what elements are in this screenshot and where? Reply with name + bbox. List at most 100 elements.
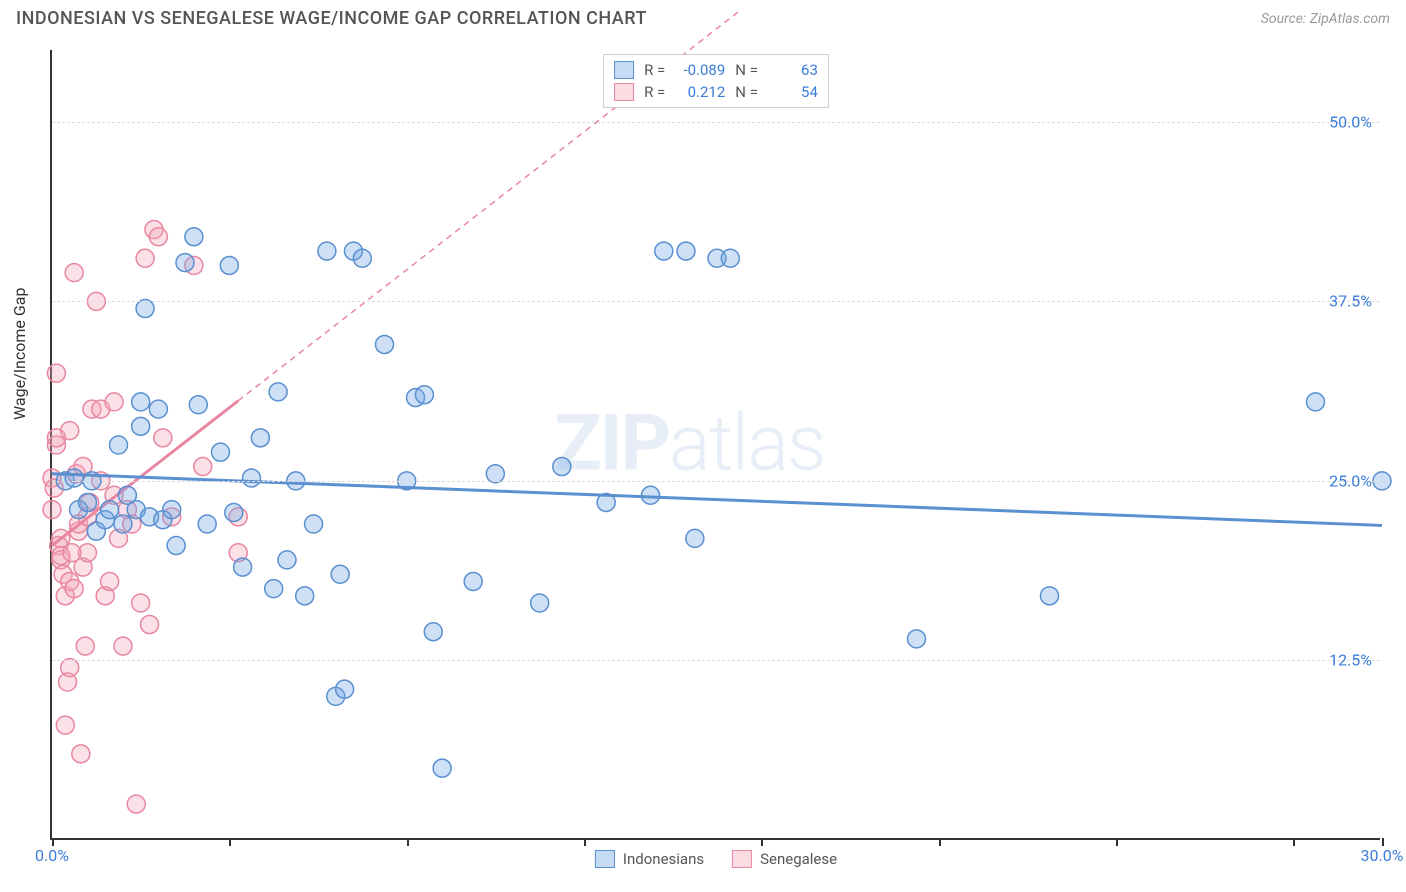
data-point: [105, 393, 123, 411]
data-point: [415, 386, 433, 404]
data-point: [185, 228, 203, 246]
data-point: [65, 469, 83, 487]
data-point: [198, 515, 216, 533]
gridline-h: [52, 481, 1380, 482]
data-point: [1041, 587, 1059, 605]
data-point: [331, 565, 349, 583]
correlation-row-senegalese: R = 0.212 N = 54: [614, 81, 818, 103]
data-point: [72, 745, 90, 763]
data-point: [61, 422, 79, 440]
data-point: [78, 493, 96, 511]
data-point: [136, 249, 154, 267]
series-legend: Indonesians Senegalese: [595, 850, 837, 868]
data-point: [424, 623, 442, 641]
data-point: [76, 637, 94, 655]
swatch-indonesians: [614, 61, 634, 79]
data-point: [78, 544, 96, 562]
data-point: [176, 254, 194, 272]
legend-item-senegalese: Senegalese: [732, 850, 837, 868]
data-point: [251, 429, 269, 447]
x-tick: [1382, 838, 1384, 846]
gridline-h: [52, 301, 1380, 302]
r-value-indonesians: -0.089: [675, 61, 725, 79]
x-tick: [1293, 838, 1295, 846]
x-tick: [52, 838, 54, 846]
data-point: [141, 616, 159, 634]
data-point: [677, 242, 695, 260]
data-point: [114, 515, 132, 533]
data-point: [296, 587, 314, 605]
swatch-senegalese: [614, 83, 634, 101]
legend-item-indonesians: Indonesians: [595, 850, 704, 868]
data-point: [132, 594, 150, 612]
data-point: [149, 400, 167, 418]
data-point: [464, 572, 482, 590]
data-point: [655, 242, 673, 260]
data-point: [189, 396, 207, 414]
data-point: [686, 529, 704, 547]
x-tick: [761, 838, 763, 846]
data-point: [211, 443, 229, 461]
data-point: [269, 383, 287, 401]
data-point: [47, 364, 65, 382]
data-point: [56, 716, 74, 734]
data-point: [110, 436, 128, 454]
data-point: [553, 458, 571, 476]
data-point: [305, 515, 323, 533]
x-tick: [584, 838, 586, 846]
data-point: [353, 249, 371, 267]
n-value-indonesians: 63: [768, 61, 818, 79]
data-point: [220, 256, 238, 274]
x-tick-label: 0.0%: [35, 846, 69, 865]
y-tick-label: 50.0%: [1329, 112, 1372, 131]
data-point: [101, 572, 119, 590]
data-point: [127, 795, 145, 813]
data-point: [43, 501, 61, 519]
data-point: [65, 264, 83, 282]
data-point: [1307, 393, 1325, 411]
chart-plot-area: ZIPatlas R = -0.089 N = 63 R = 0.212 N =…: [50, 50, 1380, 840]
data-point: [154, 429, 172, 447]
data-point: [531, 594, 549, 612]
y-tick-label: 12.5%: [1329, 651, 1372, 670]
data-point: [225, 504, 243, 522]
correlation-row-indonesians: R = -0.089 N = 63: [614, 59, 818, 81]
data-point: [132, 393, 150, 411]
data-point: [149, 228, 167, 246]
data-point: [336, 680, 354, 698]
data-point: [163, 501, 181, 519]
data-point: [101, 501, 119, 519]
gridline-h: [52, 122, 1380, 123]
x-tick: [1116, 838, 1118, 846]
gridline-h: [52, 660, 1380, 661]
data-point: [908, 630, 926, 648]
data-point: [194, 458, 212, 476]
data-point: [376, 335, 394, 353]
y-axis-label: Wage/Income Gap: [10, 288, 29, 420]
chart-title: INDONESIAN VS SENEGALESE WAGE/INCOME GAP…: [16, 8, 647, 29]
data-point: [243, 469, 261, 487]
r-value-senegalese: 0.212: [675, 83, 725, 101]
data-point: [278, 551, 296, 569]
data-point: [433, 759, 451, 777]
y-tick-label: 25.0%: [1329, 471, 1372, 490]
scatter-svg: [52, 50, 1380, 838]
x-tick: [229, 838, 231, 846]
data-point: [167, 537, 185, 555]
data-point: [234, 558, 252, 576]
y-tick-label: 37.5%: [1329, 292, 1372, 311]
data-point: [114, 637, 132, 655]
x-tick: [407, 838, 409, 846]
x-tick-label: 30.0%: [1361, 846, 1404, 865]
data-point: [721, 249, 739, 267]
legend-swatch-senegalese: [732, 850, 752, 868]
legend-swatch-indonesians: [595, 850, 615, 868]
data-point: [265, 580, 283, 598]
data-point: [65, 580, 83, 598]
data-point: [132, 417, 150, 435]
correlation-legend: R = -0.089 N = 63 R = 0.212 N = 54: [603, 54, 829, 108]
data-point: [318, 242, 336, 260]
source-attribution: Source: ZipAtlas.com: [1261, 11, 1390, 27]
n-value-senegalese: 54: [768, 83, 818, 101]
x-tick: [939, 838, 941, 846]
